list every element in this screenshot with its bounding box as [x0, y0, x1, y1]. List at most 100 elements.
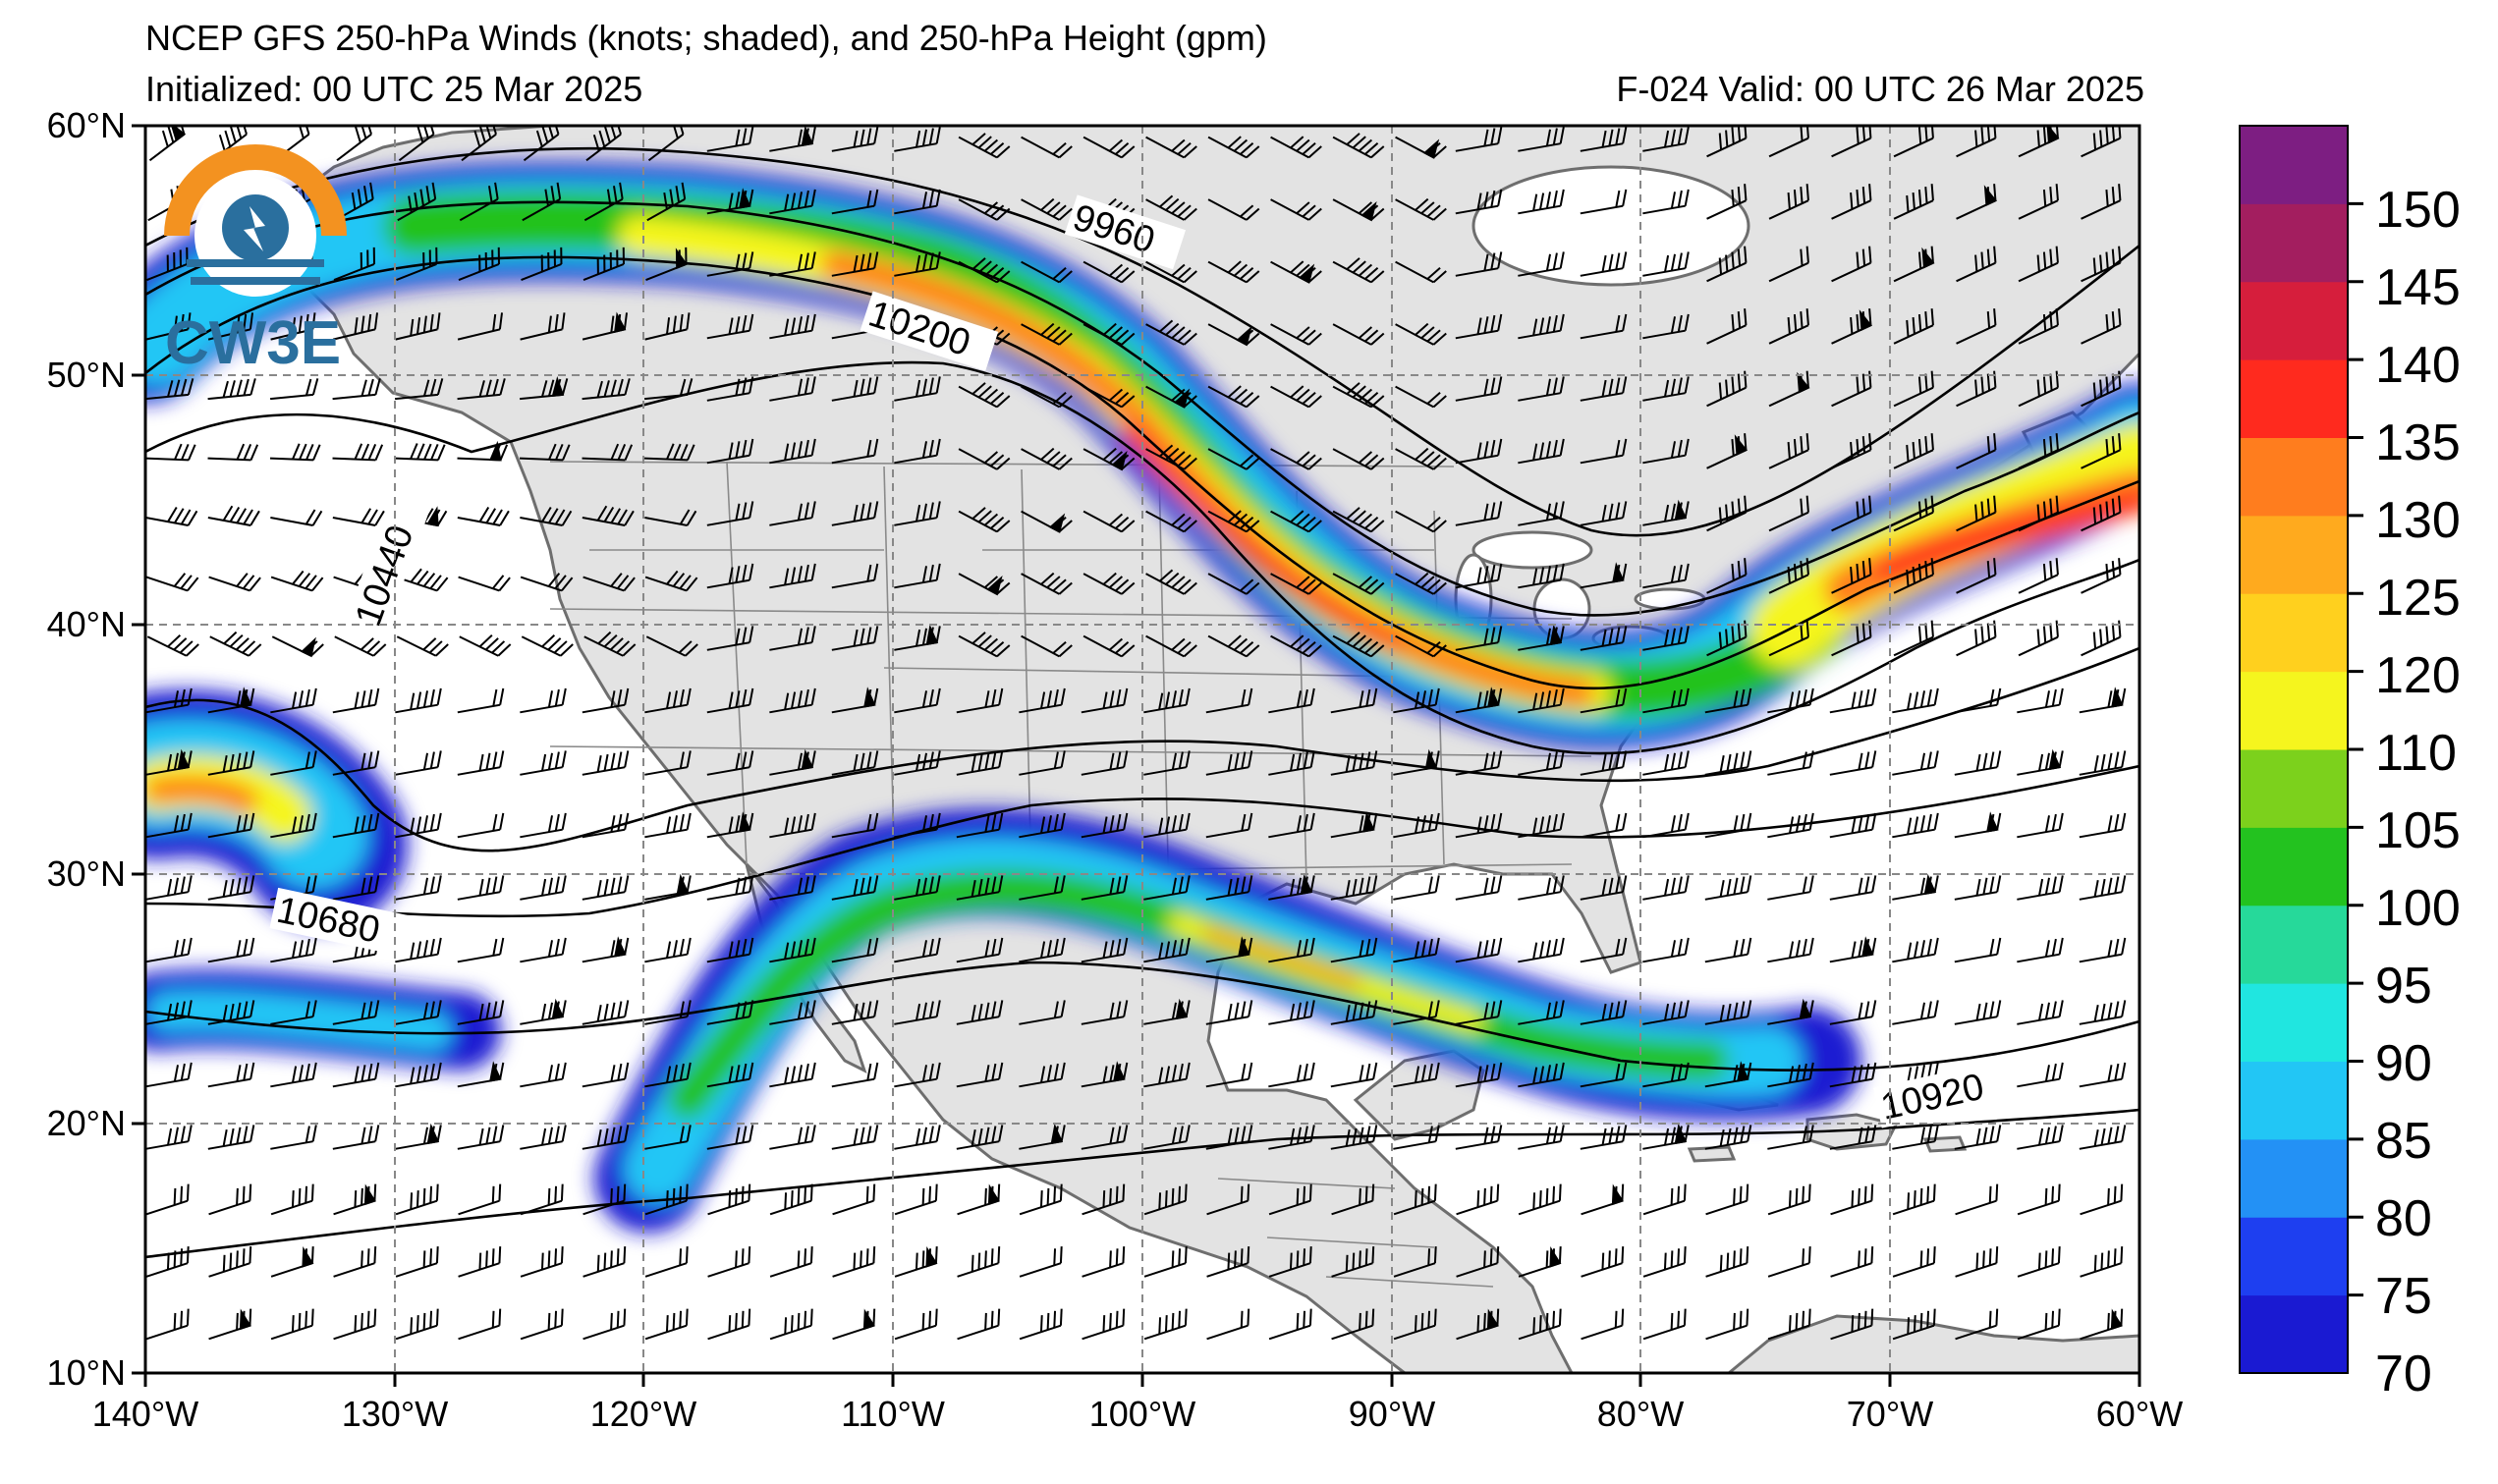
colorbar-label-150: 150	[2375, 182, 2461, 239]
wind-barb	[894, 251, 941, 277]
wind-barb	[1019, 937, 1066, 963]
colorbar-label-145: 145	[2375, 259, 2461, 316]
wind-barb	[1081, 750, 1129, 776]
wind-barb	[831, 687, 879, 714]
colorbar-label-85: 85	[2375, 1113, 2432, 1170]
wind-barb	[457, 875, 505, 901]
wind-barb	[1580, 875, 1628, 901]
lat-label-30n: 30°N	[47, 853, 126, 894]
wind-barb	[270, 937, 317, 963]
wind-barb	[1082, 1308, 1126, 1341]
lon-label-130w: 130°W	[342, 1394, 448, 1434]
colorbar-label-100: 100	[2375, 880, 2461, 937]
wind-barb	[1642, 251, 1690, 277]
wind-barb	[2017, 1000, 2064, 1025]
wind-barb	[1829, 812, 1877, 839]
wind-barb	[1455, 501, 1503, 526]
wind-barb	[1580, 562, 1628, 589]
wind-barb	[1019, 1246, 1063, 1278]
wind-barb	[644, 1183, 689, 1216]
wind-barb	[1580, 750, 1628, 776]
wind-barb	[520, 507, 573, 526]
wind-barb	[1019, 812, 1066, 839]
wind-barb	[270, 1125, 317, 1150]
wind-barb	[457, 687, 505, 714]
wind-barb	[1270, 634, 1322, 658]
wind-barb	[894, 1183, 938, 1216]
axis-ticks	[132, 124, 2141, 1387]
wind-barb	[145, 687, 193, 714]
wind-barb	[458, 1183, 502, 1216]
lon-label-120w: 120°W	[590, 1394, 696, 1434]
wind-barb	[1330, 1062, 1378, 1088]
wind-barb	[956, 1000, 1004, 1025]
wind-barb	[2079, 1125, 2127, 1150]
wind-barb	[831, 626, 879, 651]
wind-barb	[1332, 323, 1385, 346]
wind-barb	[1767, 1125, 1814, 1150]
wind-barb	[1706, 620, 1748, 657]
wind-barb	[1021, 572, 1073, 595]
wind-barb	[832, 1246, 876, 1278]
wind-barb	[145, 1308, 190, 1341]
wind-barb	[956, 750, 1004, 776]
colorbar-swatch	[2240, 1061, 2348, 1140]
wind-barb	[1082, 136, 1136, 159]
wind-barb	[1082, 634, 1136, 658]
wind-barb	[1143, 687, 1191, 714]
wind-barb	[1393, 748, 1440, 776]
wind-barb	[1642, 1183, 1687, 1216]
jamaica	[1687, 1145, 1737, 1163]
wind-barb	[1268, 1000, 1315, 1025]
wind-barb	[270, 1308, 314, 1341]
wind-barb	[2017, 937, 2064, 963]
wind-barb	[1145, 260, 1197, 284]
wind-barb	[956, 1062, 1004, 1088]
wind-barb	[1082, 572, 1136, 595]
wind-barb	[1395, 510, 1447, 533]
wind-barb	[894, 438, 941, 465]
wind-barb	[1081, 1125, 1129, 1150]
wind-barb	[706, 811, 754, 839]
wind-barb	[1642, 189, 1690, 215]
wind-barb	[270, 812, 317, 839]
wind-barb	[707, 1308, 751, 1341]
wind-barb	[1081, 875, 1129, 901]
wind-barb	[769, 812, 816, 839]
wind-barb	[1831, 370, 1872, 408]
wind-barb	[1332, 632, 1385, 658]
colorbar-label-130: 130	[2375, 492, 2461, 549]
wind-barb	[1706, 184, 1748, 220]
wind-barb	[2018, 620, 2059, 657]
wind-barb	[2080, 1183, 2124, 1216]
wind-barb	[395, 1308, 439, 1341]
wind-barb	[1518, 189, 1565, 215]
wind-barb	[395, 687, 442, 714]
wind-barb	[270, 1245, 314, 1278]
wind-barb	[706, 687, 754, 714]
wind-barb	[270, 687, 317, 714]
wind-barb	[1892, 750, 1939, 776]
wind-barb	[1270, 136, 1322, 159]
wind-barb	[334, 635, 387, 657]
wind-barb	[1768, 184, 1809, 220]
wind-barb	[831, 501, 879, 526]
wind-barb	[769, 875, 816, 901]
wind-barb	[1205, 812, 1253, 839]
wind-barb	[1892, 1183, 1936, 1216]
wind-barb	[894, 189, 941, 215]
wind-barb	[1642, 687, 1690, 714]
wind-barb	[831, 937, 879, 963]
wind-barb	[1642, 1000, 1690, 1025]
wind-barb	[332, 508, 385, 526]
map-title: NCEP GFS 250-hPa Winds (knots; shaded), …	[145, 18, 1267, 58]
wind-barb	[520, 875, 567, 901]
wind-barb	[1330, 811, 1378, 839]
wind-barb	[1580, 937, 1628, 963]
wind-barb	[643, 443, 695, 462]
wind-barb	[145, 1125, 193, 1150]
colorbar-label-125: 125	[2375, 570, 2461, 627]
wind-barb	[1829, 875, 1877, 901]
wind-barb	[832, 1183, 876, 1216]
wind-barb	[208, 1308, 252, 1341]
